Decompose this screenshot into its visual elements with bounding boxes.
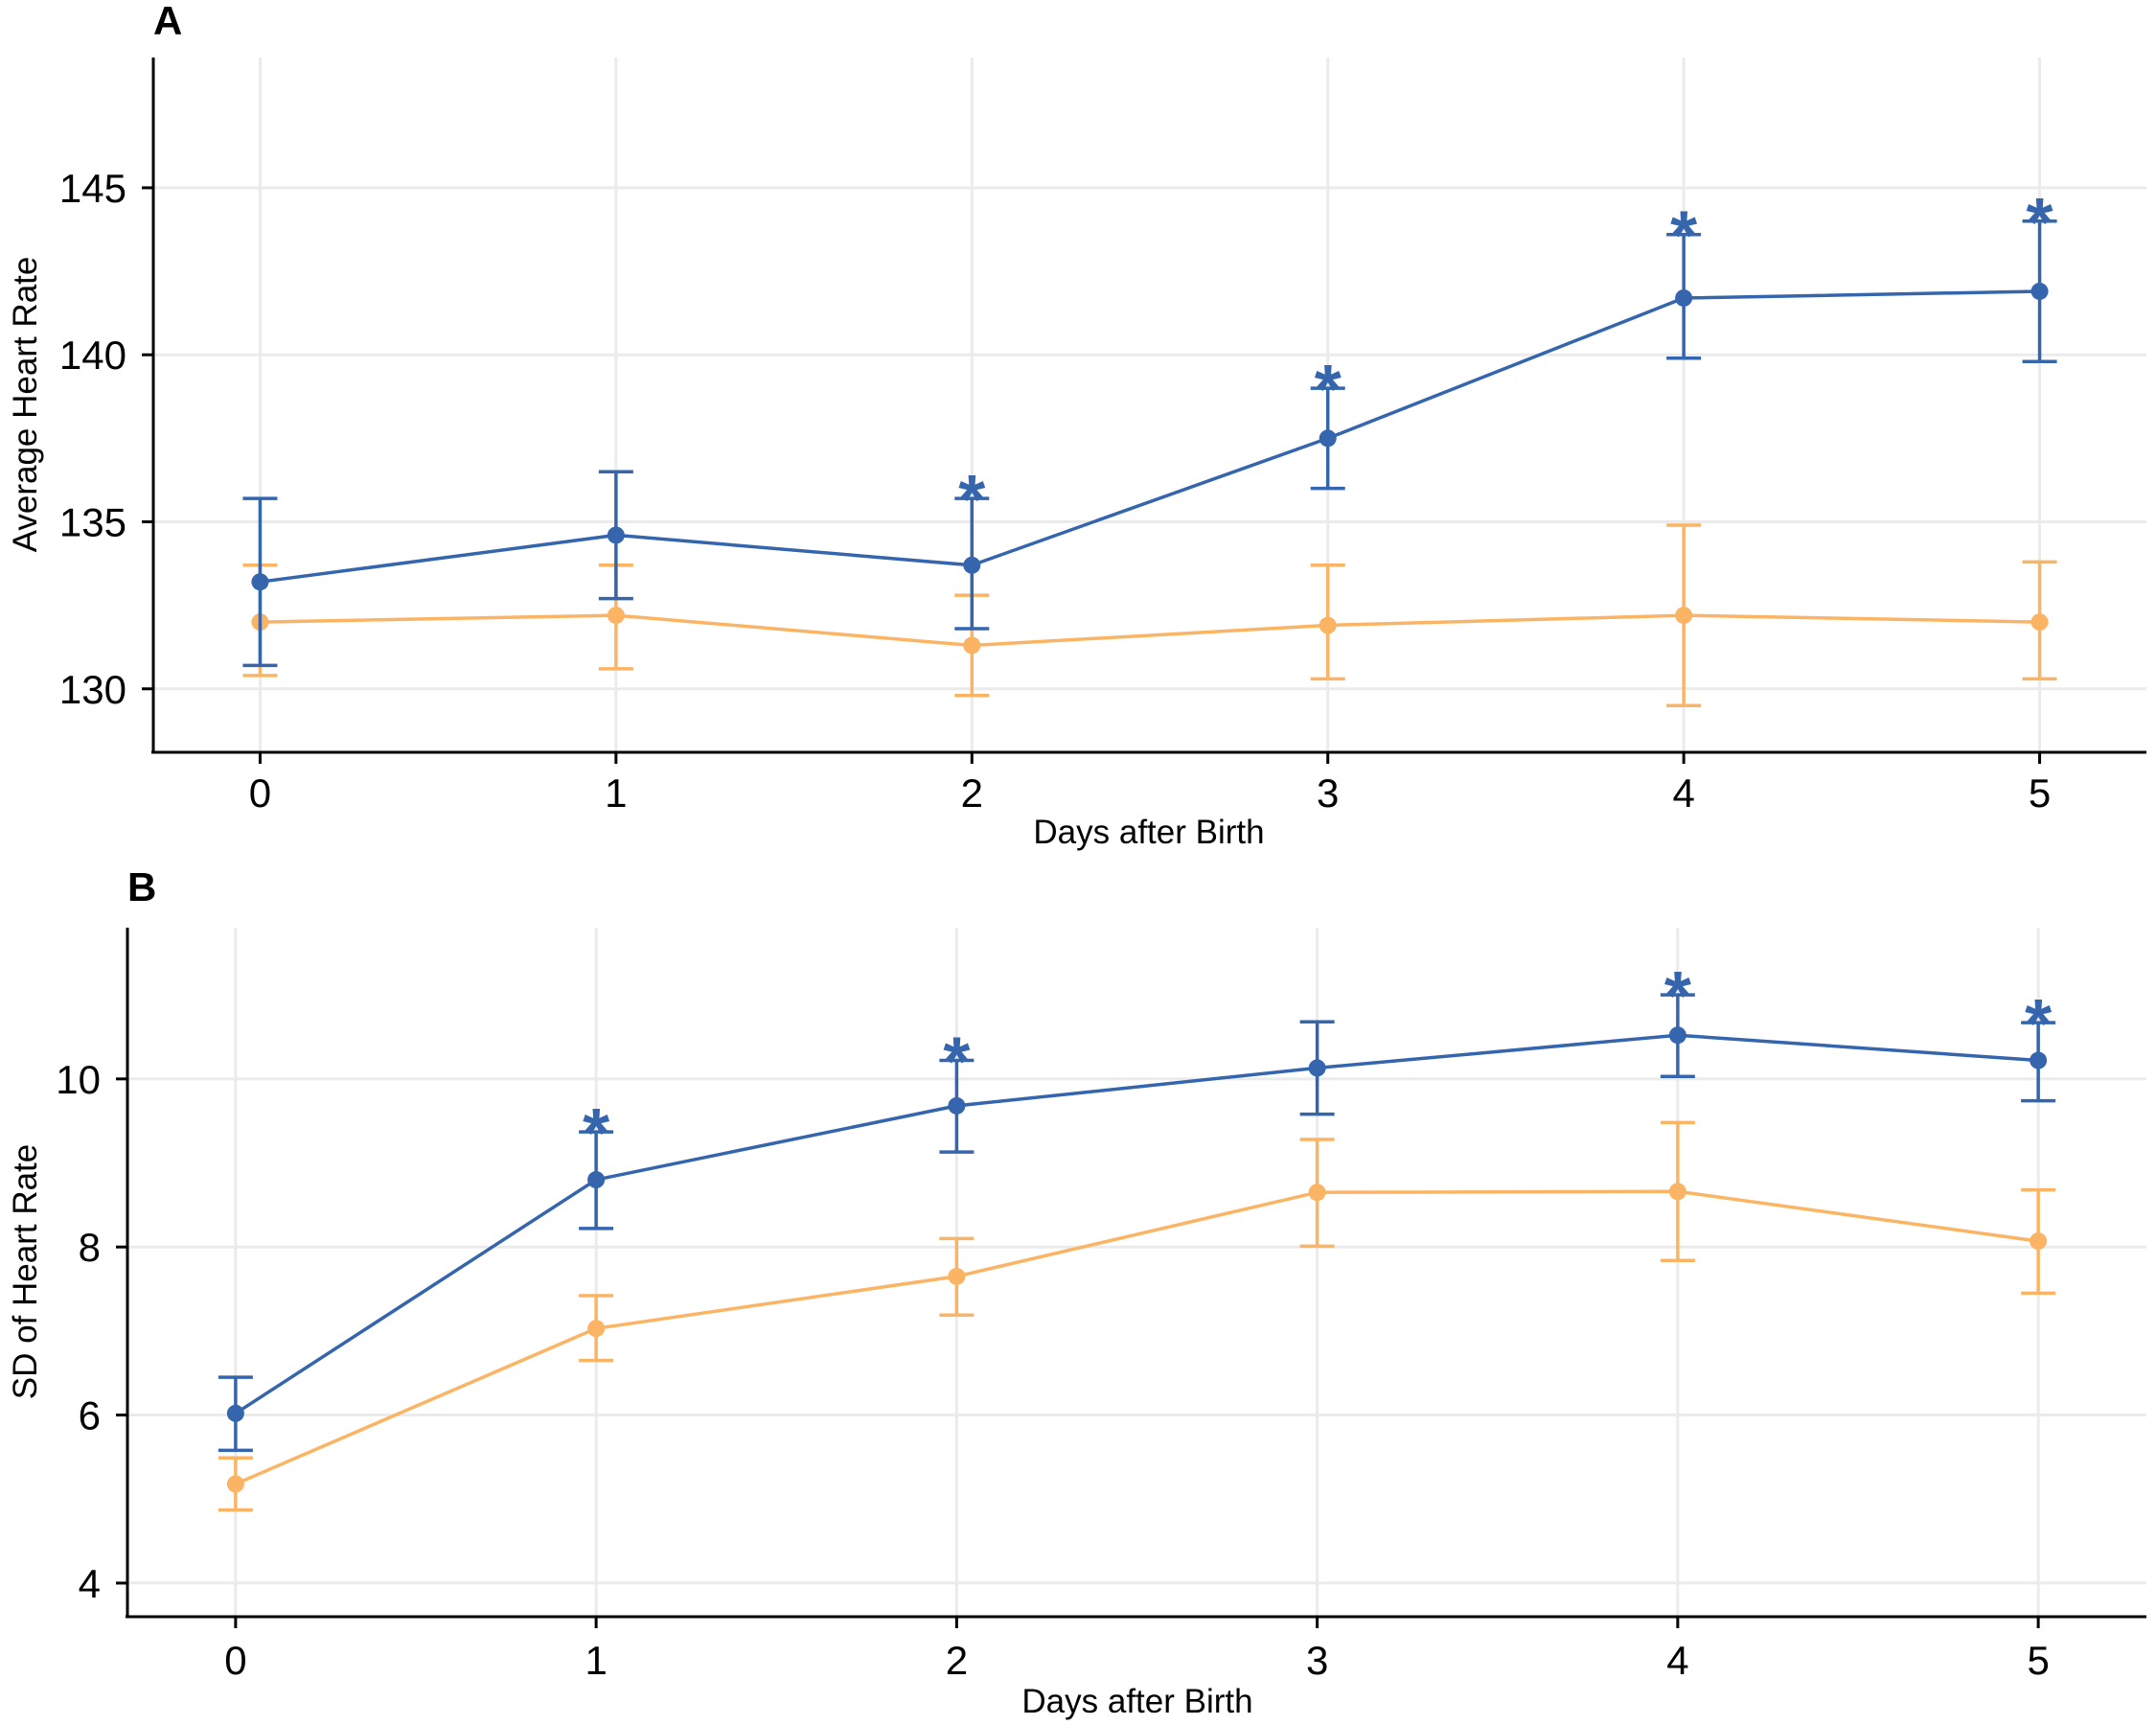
panel-b-x-tick-label: 1 <box>585 1638 607 1683</box>
panel-b-axes <box>126 928 2146 1619</box>
panel-a-label: A <box>153 0 182 43</box>
panel-b-y-tick-label: 4 <box>79 1561 101 1606</box>
panel-b-y-axis-title: SD of Heart Rate <box>7 1144 44 1400</box>
panel-b-x-tick-label: 2 <box>946 1638 968 1683</box>
panel-b-significance-star: * <box>583 1095 609 1172</box>
panel-b-series-orange-point <box>587 1320 606 1338</box>
panel-b-significance: * * * * <box>583 958 2052 1172</box>
panel-b-series-blue-point <box>2030 1051 2048 1070</box>
panel-a-y-tick-label: 130 <box>59 667 126 712</box>
panel-a-x-tick-label: 1 <box>605 770 627 816</box>
panel-b-significance-star: * <box>943 1024 970 1101</box>
panel-b-series-orange-line <box>235 1189 2039 1486</box>
panel-b-series-blue-point <box>1308 1059 1326 1077</box>
panel-a-series-orange-point <box>963 636 981 655</box>
panel-a-series <box>242 219 2057 707</box>
panel-b-series-orange-point <box>1308 1184 1326 1202</box>
panel-b-grid <box>127 928 2146 1617</box>
panel-a-series-blue-point <box>2030 282 2049 300</box>
panel-a-series-blue-point <box>251 573 269 591</box>
panel-b-series-orange-point <box>2030 1232 2048 1251</box>
panel-b-x-tick-label: 5 <box>2027 1638 2049 1683</box>
panel-a: A 0 1 2 3 4 5 130 135 140 145 * * * * Days after Bir… <box>7 0 2146 851</box>
panel-b-series <box>218 993 2056 1512</box>
panel-b-ticks: 0 1 2 3 4 5 4 6 8 10 <box>56 1057 2050 1683</box>
panel-b-series-blue-point <box>948 1096 966 1115</box>
panel-a-series-blue-point <box>607 526 625 544</box>
panel-a-series-orange-point <box>607 607 625 625</box>
panel-b-y-tick-label: 8 <box>79 1225 101 1270</box>
panel-a-x-tick-label: 0 <box>249 770 271 816</box>
panel-b-x-tick-label: 0 <box>224 1638 246 1683</box>
panel-b-series-orange-point <box>1668 1183 1686 1201</box>
panel-a-significance-star: * <box>958 462 985 539</box>
panel-a-series-blue-point <box>963 556 981 574</box>
panel-b-y-tick-label: 6 <box>79 1393 101 1438</box>
panel-a-x-tick-label: 3 <box>1317 770 1339 816</box>
panel-b-x-tick-label: 4 <box>1666 1638 1688 1683</box>
panel-a-series-blue-line <box>260 289 2040 584</box>
panel-b-series-blue-point <box>587 1171 606 1189</box>
panel-a-ticks: 0 1 2 3 4 5 130 135 140 145 <box>59 166 2051 816</box>
panel-b-series-blue-point <box>1668 1026 1686 1045</box>
panel-a-significance-star: * <box>1670 198 1697 275</box>
panel-a-significance-star: * <box>2027 185 2053 262</box>
panel-a-series-orange-line <box>260 613 2040 648</box>
panel-a-series-orange-point <box>1319 616 1337 634</box>
panel-b-x-tick-label: 3 <box>1306 1638 1328 1683</box>
panel-b-series-blue-line <box>234 1033 2039 1415</box>
panel-b-significance-star: * <box>1664 958 1691 1035</box>
panel-a-y-tick-label: 140 <box>59 333 126 378</box>
panel-a-series-blue-point <box>1319 429 1337 448</box>
panel-b-x-axis-title: Days after Birth <box>1021 1683 1252 1720</box>
panel-a-y-axis-title: Average Heart Rate <box>7 257 44 553</box>
panel-a-y-tick-label: 145 <box>59 166 126 211</box>
panel-a-y-tick-label: 135 <box>59 499 126 544</box>
panel-a-significance-star: * <box>1315 352 1342 428</box>
panel-a-grid <box>153 58 2146 752</box>
panel-a-x-tick-label: 2 <box>961 770 983 816</box>
panel-a-x-axis-title: Days after Birth <box>1033 814 1264 851</box>
panel-a-significance: * * * * <box>958 185 2053 539</box>
panel-a-series-blue-point <box>1675 288 1693 307</box>
panel-a-x-tick-label: 4 <box>1672 770 1694 816</box>
panel-b-series-orange-point <box>948 1267 966 1285</box>
panel-a-x-tick-label: 5 <box>2029 770 2051 816</box>
panel-a-series-orange-point <box>1675 607 1693 625</box>
panel-b-series-blue-point <box>226 1404 244 1422</box>
panel-b-y-tick-label: 10 <box>56 1057 101 1102</box>
panel-a-axes <box>151 58 2146 754</box>
panel-b-significance-star: * <box>2025 986 2052 1063</box>
panel-a-series-orange-point <box>2030 613 2049 632</box>
panel-b-label: B <box>127 864 156 909</box>
panel-b-series-orange-point <box>226 1475 244 1493</box>
panel-b: B 0 1 2 3 4 5 4 6 8 10 * * * * Days after Birth SD o… <box>7 864 2146 1720</box>
